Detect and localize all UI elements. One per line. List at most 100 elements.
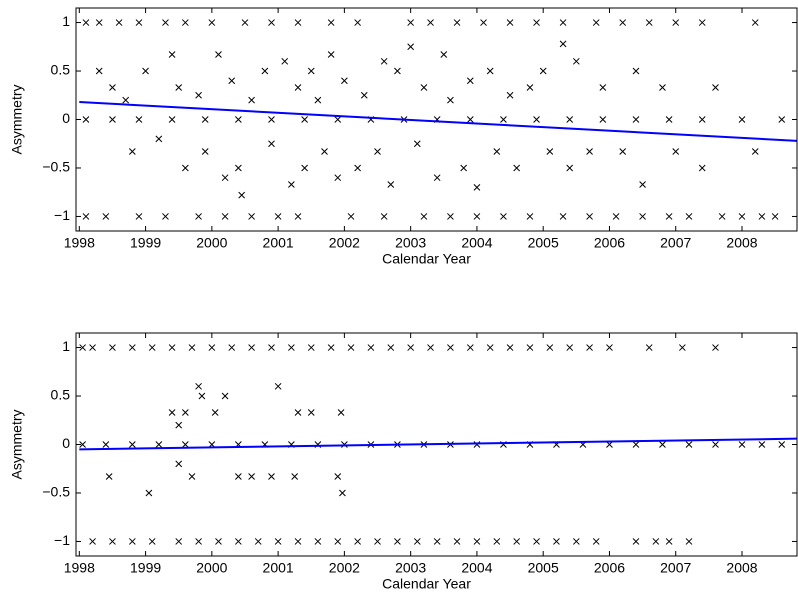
point	[460, 164, 468, 172]
point	[109, 116, 116, 123]
point	[394, 538, 401, 545]
point	[168, 51, 176, 58]
point	[281, 57, 289, 65]
point	[307, 67, 315, 75]
point	[639, 181, 646, 188]
y-tick-label: 0.5	[51, 387, 71, 403]
point	[758, 213, 766, 220]
point	[407, 43, 415, 51]
point	[751, 19, 759, 26]
point	[360, 91, 368, 99]
y-tick-label: −0.5	[42, 159, 70, 175]
point	[420, 213, 428, 220]
point	[341, 77, 348, 85]
point	[301, 116, 308, 123]
point	[513, 164, 521, 172]
point	[500, 116, 507, 123]
point	[387, 344, 395, 351]
point	[778, 441, 786, 448]
point	[268, 344, 275, 351]
point	[215, 538, 222, 545]
point	[268, 19, 275, 26]
axes-box	[75, 332, 798, 557]
y-tick-label: −1	[54, 207, 70, 223]
point	[407, 19, 415, 26]
point	[221, 174, 229, 182]
point	[374, 148, 381, 155]
point	[559, 40, 567, 48]
point	[145, 489, 153, 497]
point	[109, 538, 116, 545]
point	[712, 84, 719, 91]
point	[294, 19, 302, 26]
point	[572, 538, 580, 545]
x-tick-label: 2007	[660, 560, 691, 576]
point	[168, 116, 176, 123]
point	[718, 213, 726, 220]
point	[327, 19, 335, 26]
point	[89, 538, 96, 545]
point	[82, 116, 90, 123]
point	[211, 409, 219, 416]
point	[274, 538, 282, 545]
point	[334, 538, 342, 545]
plot: −1 −0.5 0 0.5 1 1998 1999 2000 2001 2002 2003 2004 2…	[9, 332, 798, 592]
point	[447, 96, 454, 104]
point	[301, 164, 308, 172]
point	[427, 344, 434, 351]
x-tick-label: 2006	[594, 560, 625, 576]
point	[645, 344, 653, 351]
x-tick-label: 2003	[395, 560, 426, 576]
point	[248, 344, 255, 351]
point	[526, 84, 534, 91]
y-axis-label: Asymmetry	[9, 85, 25, 155]
x-axis-label: Calendar Year	[382, 576, 471, 592]
point	[738, 116, 746, 123]
point	[314, 96, 322, 104]
y-tick-label: 0.5	[51, 62, 71, 78]
point	[181, 409, 189, 416]
point	[433, 538, 441, 545]
x-tick-label: 2005	[528, 235, 559, 251]
point	[254, 538, 262, 545]
point	[82, 19, 90, 26]
point	[122, 96, 130, 104]
point	[486, 67, 494, 75]
point	[195, 91, 202, 99]
point	[181, 441, 189, 448]
point	[506, 344, 514, 351]
point	[566, 164, 574, 172]
point	[698, 116, 706, 123]
point	[102, 213, 110, 220]
point	[168, 344, 176, 351]
y-tick-label: −1	[54, 532, 70, 548]
point	[95, 19, 103, 26]
point	[639, 213, 646, 220]
x-tick-label: 2003	[395, 235, 426, 251]
point	[188, 344, 196, 351]
point	[221, 392, 229, 400]
point	[339, 489, 346, 497]
point	[566, 116, 574, 123]
point	[347, 344, 355, 351]
point	[142, 67, 149, 75]
point	[453, 538, 461, 545]
point	[758, 441, 766, 448]
point	[228, 77, 236, 85]
point	[128, 148, 136, 155]
point	[235, 473, 242, 480]
point	[546, 344, 554, 351]
point	[738, 441, 746, 448]
point	[294, 84, 302, 91]
point	[632, 67, 640, 75]
point	[79, 441, 86, 448]
point	[427, 19, 434, 26]
point	[288, 344, 295, 351]
x-tick-label: 1999	[130, 235, 161, 251]
point	[327, 51, 335, 58]
axes-box	[75, 7, 798, 232]
y-tick-label: 1	[62, 13, 70, 29]
point	[586, 344, 593, 351]
point	[188, 473, 196, 480]
point	[208, 344, 216, 351]
